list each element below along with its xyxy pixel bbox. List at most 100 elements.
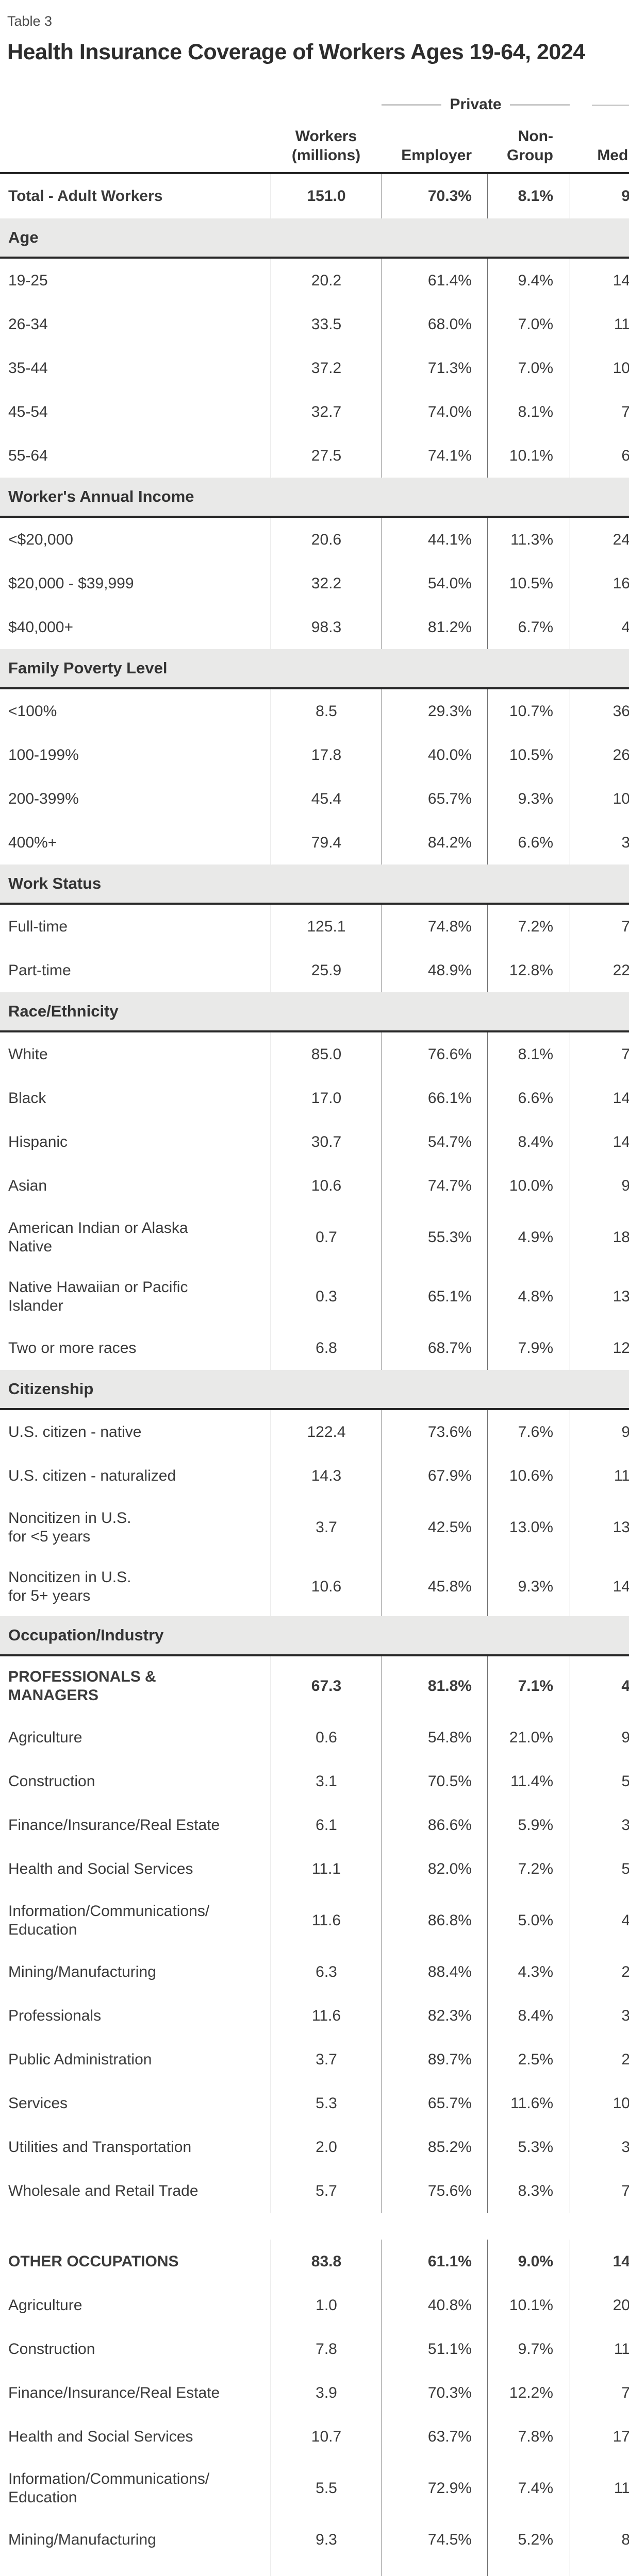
row-label: $20,000 - $39,999	[8, 574, 134, 592]
page-header: Table 3 Health Insurance Coverage of Wor…	[0, 0, 629, 65]
cell-employer: 54.8%	[382, 1716, 487, 1759]
table-row: Mining/Manufacturing 9.3 74.5% 5.2% 8	[0, 2518, 629, 2562]
cell-employer: 40.0%	[382, 733, 487, 777]
group-divider-line	[382, 104, 442, 106]
cell-employer: 45.8%	[382, 1557, 487, 1616]
cell-employer: 57.4%	[382, 2562, 487, 2576]
cell-workers: 27.5	[271, 434, 382, 478]
cell-employer: 82.0%	[382, 1847, 487, 1891]
cell-medicaid: 36	[570, 689, 629, 733]
cell-medicaid: 14	[570, 1120, 629, 1164]
row-label: Health and Social Services	[8, 1860, 193, 1877]
cell-medicaid: 3	[570, 1994, 629, 2038]
row-label: Agriculture	[8, 1728, 82, 1746]
cell-workers: 125.1	[271, 905, 382, 948]
row-label: Mining/Manufacturing	[8, 1963, 156, 1980]
cell-employer: 76.6%	[382, 1032, 487, 1076]
cell-nongroup: 4.9%	[487, 1208, 570, 1267]
cell-workers: 32.7	[271, 390, 382, 434]
row-label: PROFESSIONALS & MANAGERS	[8, 1668, 156, 1704]
cell-workers: 79.4	[271, 821, 382, 865]
cell-workers: 17.8	[271, 733, 382, 777]
section-header: Worker's Annual Income	[0, 478, 629, 518]
row-label: 35-44	[8, 359, 48, 377]
cell-nongroup: 7.2%	[487, 1847, 570, 1891]
section-header: Family Poverty Level	[0, 649, 629, 689]
row-label: 55-64	[8, 447, 48, 464]
column-header-workers: Workers (millions)	[271, 127, 382, 165]
row-label: $40,000+	[8, 618, 73, 636]
cell-nongroup: 10.5%	[487, 562, 570, 605]
cell-employer: 74.1%	[382, 434, 487, 478]
row-label: Hispanic	[8, 1133, 68, 1150]
cell-employer: 42.5%	[382, 1498, 487, 1557]
row-label: 400%+	[8, 834, 57, 851]
row-label: Information/Communications/ Education	[8, 1902, 210, 1938]
cell-employer: 70.5%	[382, 1759, 487, 1803]
cell-nongroup: 12.8%	[487, 948, 570, 992]
table-row: 200-399% 45.4 65.7% 9.3% 10	[0, 777, 629, 821]
cell-nongroup: 11.4%	[487, 1759, 570, 1803]
cell-nongroup: 7.0%	[487, 346, 570, 390]
cell-workers: 9.3	[271, 2518, 382, 2562]
cell-nongroup: 4.3%	[487, 1950, 570, 1994]
cell-nongroup: 7.0%	[487, 302, 570, 346]
row-label: Asian	[8, 1177, 47, 1194]
cell-nongroup: 7.8%	[487, 2415, 570, 2459]
cell-medicaid: 7	[570, 2371, 629, 2415]
cell-medicaid: 2	[570, 2038, 629, 2081]
table-row: Wholesale and Retail Trade 5.7 75.6% 8.3% 7	[0, 2169, 629, 2213]
column-header-employer: Employer	[401, 147, 472, 164]
column-header-nongroup-line2: Group	[507, 147, 553, 164]
cell-medicaid: 11	[570, 1454, 629, 1498]
table-row: 400%+ 79.4 84.2% 6.6% 3	[0, 821, 629, 865]
cell-nongroup: 12.2%	[487, 2371, 570, 2415]
cell-medicaid: 11	[570, 2327, 629, 2371]
cell-employer: 68.0%	[382, 302, 487, 346]
cell-medicaid: 14	[570, 259, 629, 302]
table-body: Total - Adult Workers 151.0 70.3% 8.1% 9 Age 1…	[0, 174, 629, 2576]
cell-workers: 7.8	[271, 2327, 382, 2371]
section-header: Race/Ethnicity	[0, 992, 629, 1032]
cell-employer: 44.1%	[382, 518, 487, 562]
cell-employer: 65.7%	[382, 777, 487, 821]
cell-medicaid: 16	[570, 562, 629, 605]
cell-employer: 74.0%	[382, 390, 487, 434]
cell-nongroup: 6.7%	[487, 605, 570, 649]
column-group-row: Private	[0, 96, 629, 114]
table-row: Professionals 11.6 82.3% 8.4% 3	[0, 1994, 629, 2038]
cell-employer: 74.5%	[382, 2518, 487, 2562]
cell-nongroup: 10.3%	[487, 2562, 570, 2576]
cell-medicaid: 7	[570, 905, 629, 948]
table-row: <100% 8.5 29.3% 10.7% 36	[0, 689, 629, 733]
cell-nongroup: 9.3%	[487, 1557, 570, 1616]
row-label: Mining/Manufacturing	[8, 2531, 156, 2548]
row-label: OTHER OCCUPATIONS	[8, 2252, 179, 2270]
table-row: $20,000 - $39,999 32.2 54.0% 10.5% 16	[0, 562, 629, 605]
column-header-workers-line2: (millions)	[291, 147, 361, 164]
cell-nongroup: 11.3%	[487, 518, 570, 562]
column-header-workers-line1: Workers	[295, 128, 357, 145]
table-row: Agriculture 1.0 40.8% 10.1% 20	[0, 2283, 629, 2327]
table-row: PROFESSIONALS & MANAGERS 67.3 81.8% 7.1% 4	[0, 1656, 629, 1716]
table-row: OTHER OCCUPATIONS 83.8 61.1% 9.0% 14	[0, 2240, 629, 2283]
cell-workers: 98.3	[271, 605, 382, 649]
cell-medicaid: 18	[570, 1208, 629, 1267]
cell-medicaid: 11	[570, 2459, 629, 2518]
table-row: Public Administration 3.7 89.7% 2.5% 2	[0, 2038, 629, 2081]
cell-workers: 25.9	[271, 948, 382, 992]
cell-employer: 89.7%	[382, 2038, 487, 2081]
cell-employer: 75.6%	[382, 2169, 487, 2213]
section-header: Occupation/Industry	[0, 1616, 629, 1656]
cell-medicaid: 11	[570, 302, 629, 346]
cell-workers: 2.0	[271, 2125, 382, 2169]
page-title: Health Insurance Coverage of Workers Age…	[7, 40, 585, 64]
cell-nongroup: 13.0%	[487, 1498, 570, 1557]
cell-medicaid: 9	[570, 1164, 629, 1208]
cell-workers: 5.7	[271, 2169, 382, 2213]
cell-workers: 32.2	[271, 562, 382, 605]
cell-nongroup: 7.6%	[487, 1410, 570, 1454]
cell-medicaid: 8	[570, 2518, 629, 2562]
cell-medicaid: 3	[570, 821, 629, 865]
